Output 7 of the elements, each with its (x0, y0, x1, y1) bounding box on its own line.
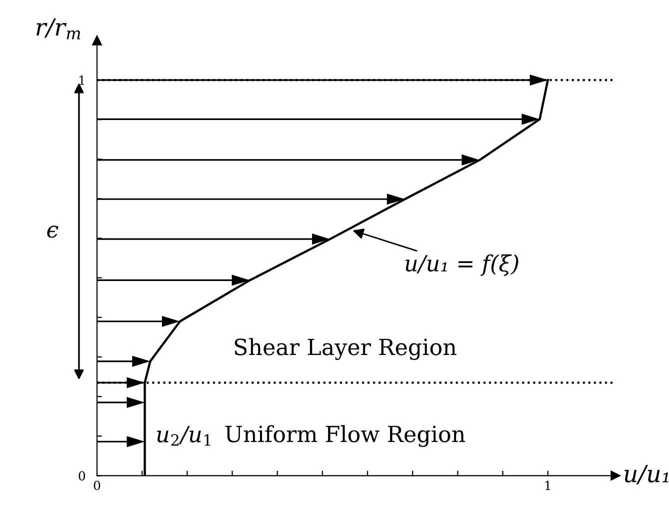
x-axis-title: u/u₁ (624, 464, 668, 484)
y-axis-title: r/r$_{m}$ (36, 18, 80, 40)
annotation: u$_{2}$/u$_{1}$ (157, 426, 210, 446)
annotation: Uniform Flow Region (225, 425, 466, 447)
annotation: Shear Layer Region (234, 338, 456, 360)
text: ϵ (47, 226, 58, 238)
annotation: u/u₁ = f(ξ) (406, 254, 518, 276)
